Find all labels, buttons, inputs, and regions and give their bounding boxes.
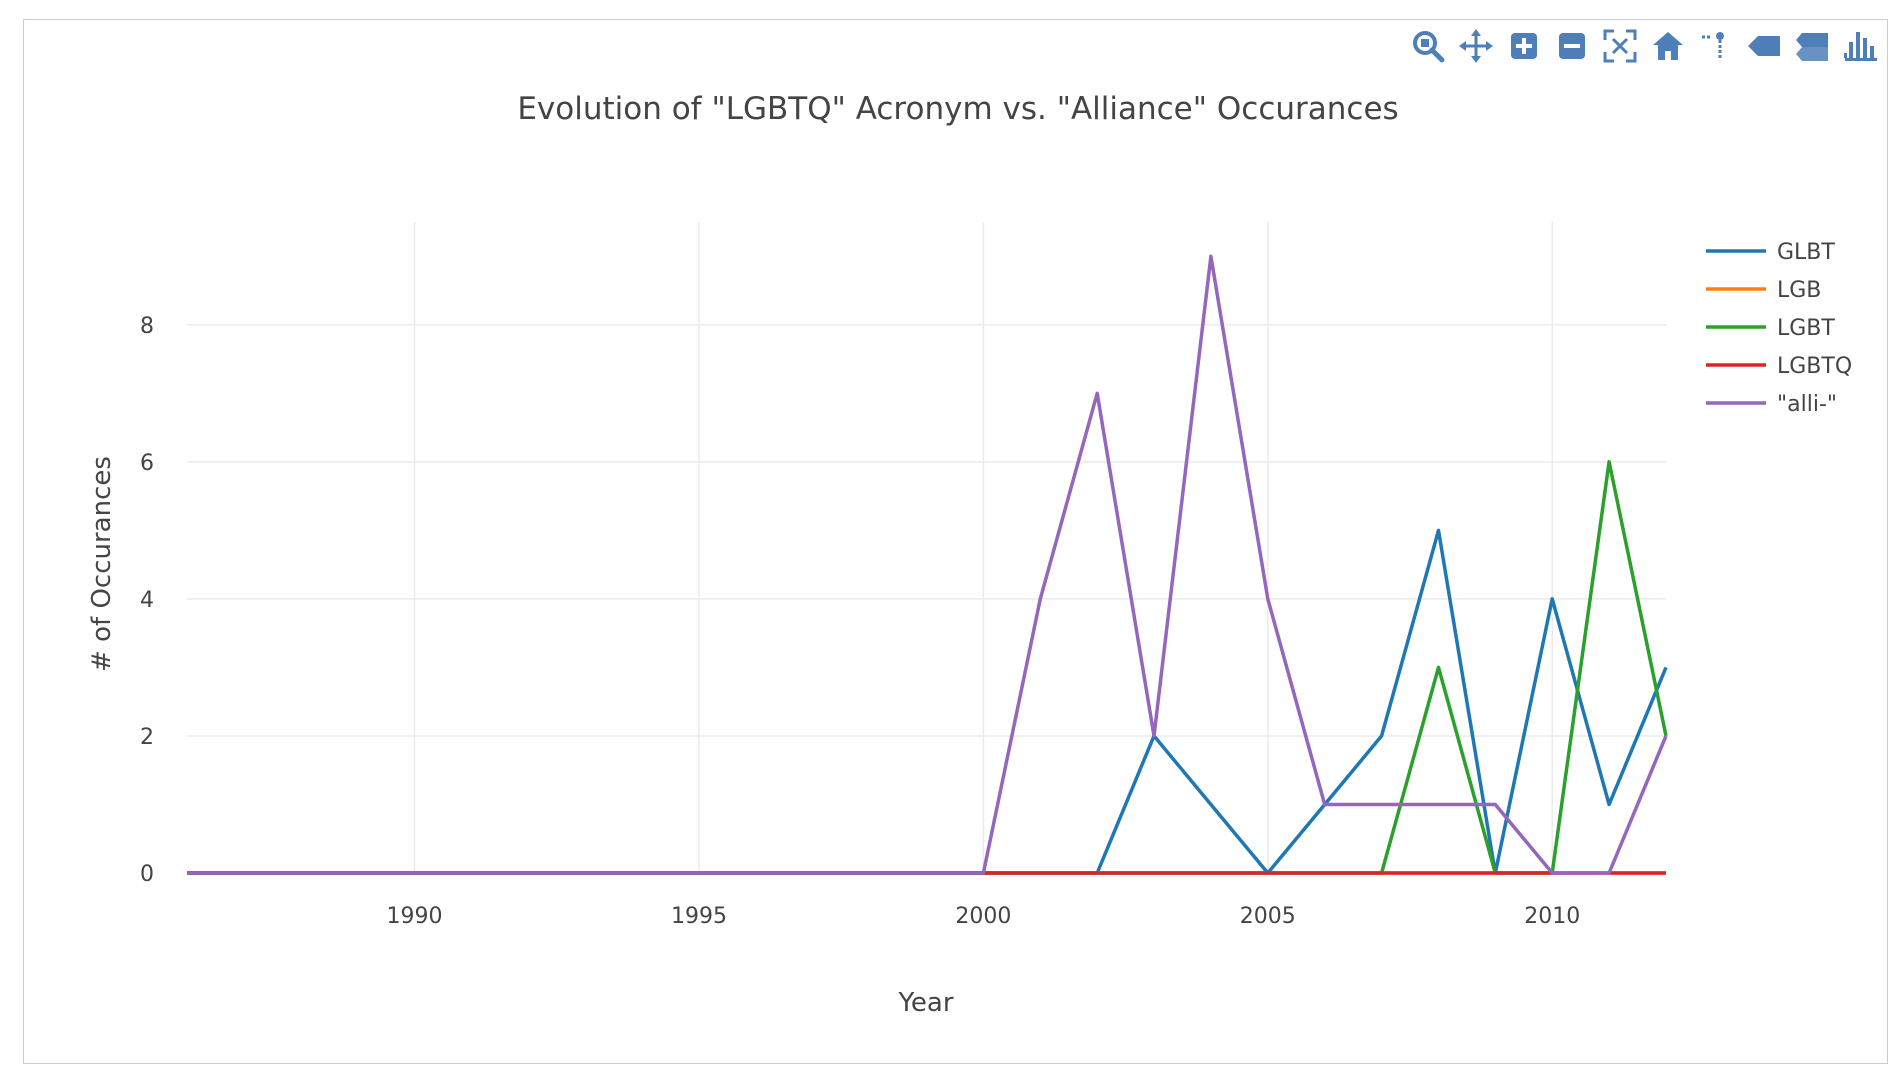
zoom-out-icon[interactable] — [1554, 28, 1590, 64]
series-line-0 — [187, 528, 1668, 875]
hover-compare-icon[interactable] — [1794, 28, 1830, 64]
grid — [187, 222, 1666, 873]
reset-axes-icon[interactable] — [1650, 28, 1686, 64]
y-tick-label: 6 — [140, 451, 154, 476]
legend-label: "alli-" — [1777, 392, 1837, 417]
legend-item-1[interactable]: LGB — [1706, 278, 1821, 303]
y-axis-title: # of Occurances — [87, 456, 117, 672]
legend-item-0[interactable]: GLBT — [1706, 240, 1835, 265]
legend-label: GLBT — [1777, 240, 1835, 265]
series-lines — [187, 254, 1668, 875]
x-axis-title: Year — [897, 988, 953, 1018]
series-line-2 — [187, 460, 1668, 875]
autoscale-icon[interactable] — [1602, 28, 1638, 64]
x-tick-label: 1995 — [671, 904, 727, 929]
zoom-icon[interactable] — [1410, 28, 1446, 64]
legend-label: LGB — [1777, 278, 1821, 303]
y-tick-label: 4 — [140, 588, 154, 613]
y-tick-label: 2 — [140, 725, 154, 750]
x-tick-label: 2005 — [1240, 904, 1296, 929]
plotly-logo-icon[interactable] — [1842, 28, 1878, 64]
hover-closest-icon[interactable] — [1746, 28, 1782, 64]
x-tick-label: 2010 — [1524, 904, 1580, 929]
zoom-in-icon[interactable] — [1506, 28, 1542, 64]
legend-label: LGBTQ — [1777, 354, 1852, 379]
x-tick-label: 2000 — [955, 904, 1011, 929]
x-tick-label: 1990 — [387, 904, 443, 929]
chart-frame — [23, 19, 1888, 1064]
legend[interactable]: GLBT LGB LGBT LGBTQ "alli-" — [1706, 240, 1852, 417]
spike-lines-icon[interactable] — [1698, 28, 1734, 64]
legend-item-3[interactable]: LGBTQ — [1706, 354, 1852, 379]
pan-icon[interactable] — [1458, 28, 1494, 64]
x-axis-ticks: 1990 1995 2000 2005 2010 — [387, 904, 1581, 929]
series-line-4 — [187, 254, 1668, 875]
y-tick-label: 8 — [140, 314, 154, 339]
chart-title: Evolution of "LGBTQ" Acronym vs. "Allian… — [517, 91, 1398, 127]
legend-item-2[interactable]: LGBT — [1706, 316, 1835, 341]
y-tick-label: 0 — [140, 862, 154, 887]
legend-item-4[interactable]: "alli-" — [1706, 392, 1837, 417]
legend-label: LGBT — [1777, 316, 1835, 341]
y-axis-ticks: 0 2 4 6 8 — [140, 314, 154, 887]
modebar — [1410, 28, 1878, 64]
